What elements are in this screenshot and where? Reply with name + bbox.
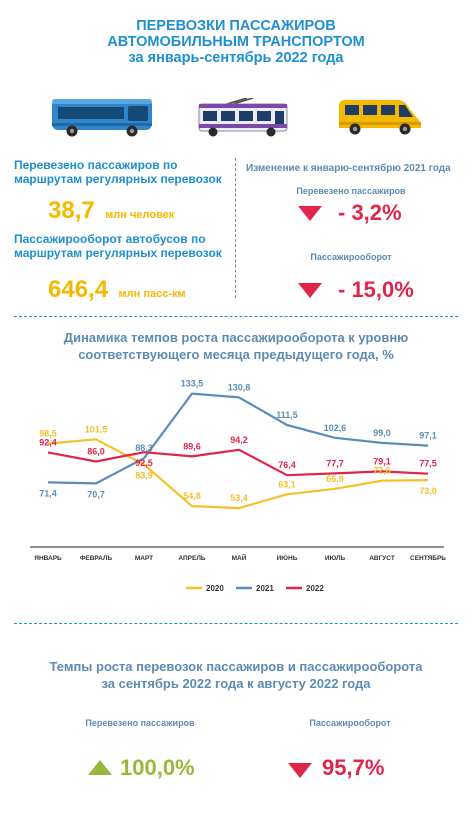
monthly-turnover-value: 95,7% (322, 755, 385, 780)
turnover-value: 646,4 (48, 276, 109, 303)
legend-label-2022: 2022 (306, 584, 324, 593)
monthly-turnover-label: Пассажирооборот (309, 718, 391, 728)
chart-title: Динамика темпов роста пассажирооборота к… (63, 330, 409, 362)
legend-label-2021: 2021 (256, 584, 274, 593)
change-title: Изменение к январю-сентябрю 2021 года (246, 163, 451, 174)
turnover-stat: 646,4 млн пасс-км (48, 277, 186, 303)
data-label-2021: 111,5 (276, 410, 298, 420)
down-arrow-icon (288, 763, 312, 778)
data-label-2021: 71,4 (39, 488, 57, 498)
data-label-2021: 99,0 (373, 428, 391, 438)
x-tick-label: ЯНВАРЬ (34, 555, 62, 562)
data-label-2020: 66,9 (326, 474, 344, 484)
x-tick-label: ИЮЛЬ (325, 555, 346, 562)
data-label-2020: 54,8 (183, 491, 201, 501)
down-arrow-icon (298, 206, 322, 221)
section2-title: Темпы роста перевозок пассажиров и пасса… (0, 658, 472, 692)
stats-divider (235, 158, 236, 298)
turnover-unit: млн пасс-км (118, 288, 186, 300)
data-label-2022: 76,4 (278, 460, 296, 470)
legend-label-2020: 2020 (206, 584, 224, 593)
passengers-label: Перевезено пассажиров по маршрутам регул… (14, 158, 222, 186)
series-line-2021 (47, 392, 429, 485)
title-line-1: ПЕРЕВОЗКИ ПАССАЖИРОВ (136, 18, 336, 34)
data-label-2021: 102,6 (324, 423, 347, 433)
x-tick-label: АПРЕЛЬ (178, 555, 206, 562)
title-line-3: за январь-сентябрь 2022 года (128, 50, 344, 66)
trolleybus-icon (198, 98, 288, 137)
data-label-2020: 101,5 (85, 424, 108, 434)
down-arrow-icon (298, 283, 322, 298)
data-label-2022: 92,4 (39, 437, 57, 447)
data-label-2020: 83,9 (135, 471, 153, 481)
data-label-2020: 98,5 (39, 429, 57, 439)
section-divider-2 (14, 623, 458, 624)
monthly-passengers-label: Перевезено пассажиров (85, 718, 195, 728)
minibus-icon (339, 100, 421, 135)
turnover-label: Пассажирооборот автобусов по маршрутам р… (14, 232, 222, 260)
change-passengers-value: - 3,2% (338, 200, 402, 225)
change-turnover-value: - 15,0% (338, 277, 414, 302)
x-tick-label: ИЮНЬ (277, 555, 298, 562)
series-line-2020 (47, 438, 429, 510)
section2-title-line-1: Темпы роста перевозок пассажиров и пасса… (49, 659, 423, 674)
x-tick-label: АВГУСТ (369, 555, 395, 562)
page-title: ПЕРЕВОЗКИ ПАССАЖИРОВ АВТОМОБИЛЬНЫМ ТРАНС… (0, 18, 472, 66)
passengers-stat: 38,7 млн человек (48, 198, 174, 224)
data-label-2022: 86,0 (87, 447, 105, 457)
x-tick-label: МАРТ (135, 555, 153, 562)
x-tick-label: ФЕВРАЛЬ (80, 555, 113, 562)
city-bus-icon (52, 99, 152, 137)
data-label-2020: 63,1 (278, 479, 296, 489)
data-label-2020: 53,4 (230, 493, 248, 503)
data-label-2022: 92,5 (135, 458, 153, 468)
section-divider-1 (14, 316, 458, 317)
data-label-2022: 89,6 (183, 441, 201, 451)
section2-title-line-2: за сентябрь 2022 года к августу 2022 год… (101, 676, 371, 691)
data-label-2020: 72,6 (373, 466, 391, 476)
data-label-2021: 70,7 (87, 489, 105, 499)
data-label-2021: 133,5 (181, 379, 204, 389)
data-label-2020: 73,0 (419, 486, 437, 496)
up-arrow-icon (88, 760, 112, 775)
line-chart: 98,5 101,5 83,9 54,8 53,4 63,1 66,9 72,6 73,0 71,… (30, 379, 446, 593)
title-line-2: АВТОМОБИЛЬНЫМ ТРАНСПОРТОМ (107, 34, 365, 50)
x-tick-label: СЕНТЯБРЬ (410, 555, 446, 562)
change-turnover-label: Пассажирооборот (310, 252, 392, 262)
passengers-unit: млн человек (105, 209, 175, 221)
monthly-passengers-value: 100,0% (120, 755, 195, 780)
data-label-2021: 88,3 (135, 443, 153, 453)
series-line-2022 (47, 448, 429, 477)
passengers-value: 38,7 (48, 197, 95, 224)
data-label-2022: 77,5 (419, 459, 437, 469)
data-label-2022: 79,1 (373, 456, 391, 466)
data-label-2022: 77,7 (326, 458, 344, 468)
change-passengers-label: Перевезено пассажиров (296, 186, 406, 196)
x-tick-label: МАЙ (232, 553, 247, 562)
data-label-2021: 130,8 (228, 382, 251, 392)
data-label-2021: 97,1 (419, 431, 437, 441)
data-label-2022: 94,2 (230, 435, 248, 445)
